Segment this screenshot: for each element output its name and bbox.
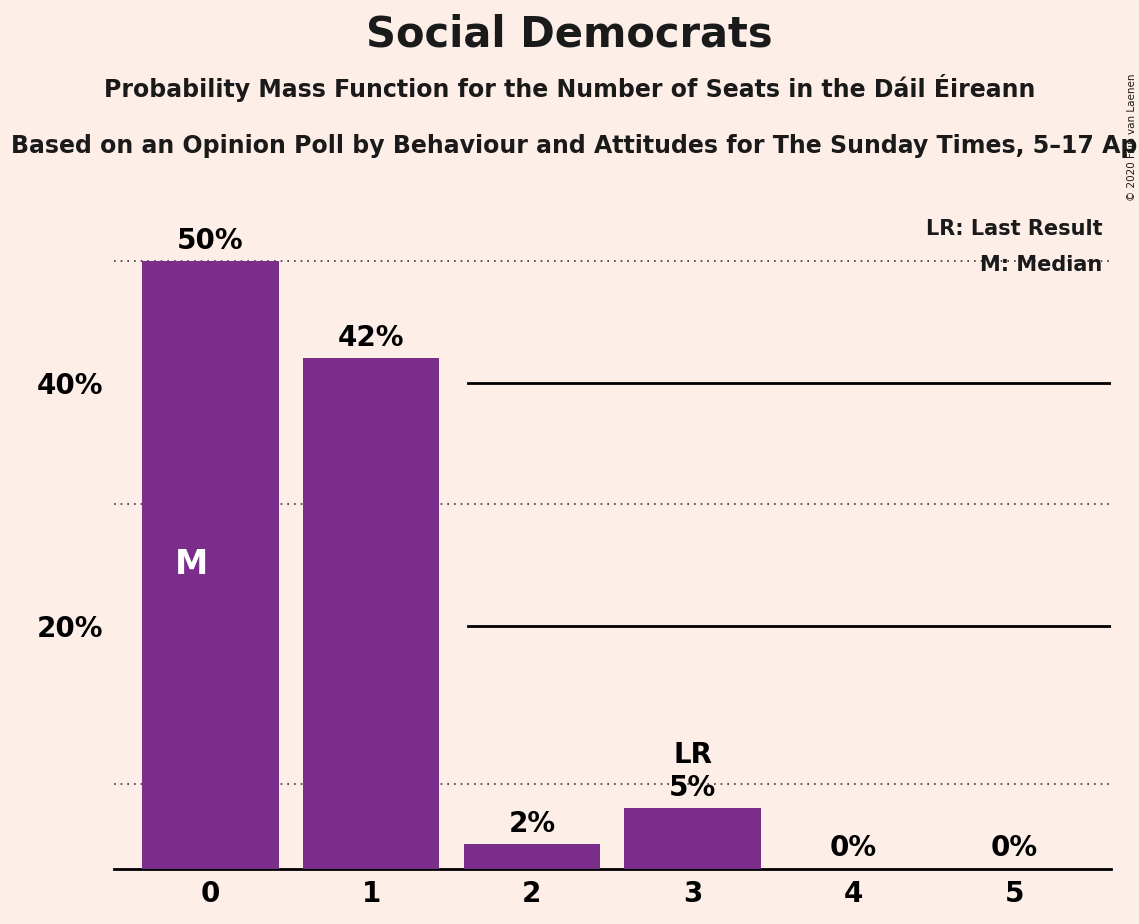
Text: Social Democrats: Social Democrats: [366, 14, 773, 55]
Bar: [142, 261, 279, 869]
Text: M: Median: M: Median: [981, 255, 1103, 275]
Text: 5%: 5%: [669, 773, 716, 802]
Text: Probability Mass Function for the Number of Seats in the Dáil Éireann: Probability Mass Function for the Number…: [104, 74, 1035, 102]
Text: 42%: 42%: [338, 324, 404, 352]
Text: 0%: 0%: [830, 834, 877, 862]
Bar: [464, 845, 600, 869]
Text: 0%: 0%: [991, 834, 1038, 862]
Text: 2%: 2%: [508, 810, 556, 838]
Text: Based on an Opinion Poll by Behaviour and Attitudes for The Sunday Times, 5–17 A: Based on an Opinion Poll by Behaviour an…: [11, 134, 1139, 158]
Text: M: M: [174, 548, 207, 581]
Text: © 2020 Filip van Laenen: © 2020 Filip van Laenen: [1126, 74, 1137, 201]
Bar: [303, 359, 440, 869]
Text: LR: LR: [673, 741, 712, 769]
Bar: [624, 808, 761, 869]
Text: LR: Last Result: LR: Last Result: [926, 219, 1103, 238]
Text: 50%: 50%: [177, 227, 244, 255]
